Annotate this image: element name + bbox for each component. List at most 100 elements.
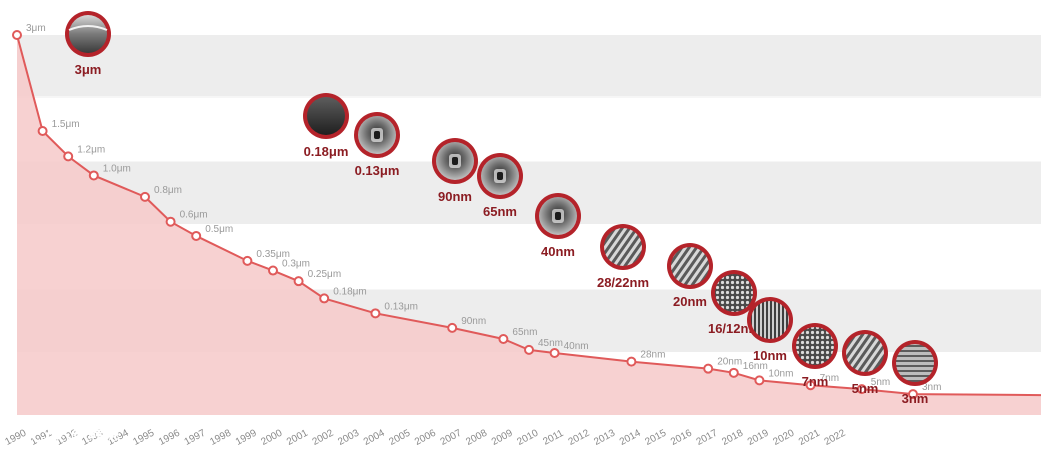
x-tick-label: 2019 [746,428,771,448]
process-node: 3μm [65,11,111,77]
data-point [805,380,816,391]
data-label: 1.5μm [52,119,80,130]
series-line [16,34,1041,397]
data-point [319,293,330,304]
process-node: 10nm [747,297,793,363]
process-node-image [69,15,107,53]
process-node-label: 7nm [802,374,829,389]
x-tick-label: 2009 [490,428,515,448]
data-label: 0.6μm [180,210,208,221]
process-node-label: 90nm [438,189,472,204]
process-node-feature [374,131,380,139]
process-node-image [896,344,934,382]
data-label: 1.0μm [103,163,131,174]
watermark: 大数跨境 [30,422,120,442]
process-node-feature [452,157,458,165]
data-point [63,151,74,162]
data-label: 40nm [564,341,589,352]
data-point [447,322,458,333]
watermark-logo-icon [30,422,50,442]
process-node: 0.13μm [354,112,400,178]
data-label: 0.5μm [205,224,233,235]
process-node: 40nm [535,193,581,259]
process-node: 3nm [892,340,938,406]
data-point [242,255,253,266]
process-node-image [671,247,709,285]
process-node-label: 0.13μm [355,163,400,178]
data-point [88,170,99,181]
x-tick-label: 2001 [285,428,310,448]
x-tick-label: 2018 [720,428,745,448]
process-node: 7nm [792,323,838,389]
data-point [293,276,304,287]
process-node-label: 3μm [75,62,102,77]
data-label: 10nm [768,368,793,379]
data-point [549,348,560,359]
process-node-label: 16/12nm [708,321,760,336]
data-label: 90nm [461,316,486,327]
process-node-label: 3nm [902,391,929,406]
x-tick-label: 2015 [643,428,668,448]
data-point [37,125,48,136]
x-tick-label: 1999 [234,428,259,448]
process-node-label: 20nm [673,294,707,309]
x-tick-label: 2002 [311,428,336,448]
data-point [140,191,150,202]
x-tick-label: 2013 [592,428,617,448]
process-node-label: 65nm [483,204,517,219]
process-node-label: 28/22nm [597,275,649,290]
process-node: 28/22nm [597,224,649,290]
process-node: 0.18μm [303,93,349,159]
watermark-text: 大数跨境 [56,423,120,442]
x-tick-label: 1998 [208,428,233,448]
process-node: 65nm [477,153,523,219]
data-point [524,344,534,355]
data-point [165,216,176,227]
x-tick-label: 1990 [3,428,28,448]
x-tick-label: 2014 [618,428,643,448]
process-node-image [796,327,834,365]
data-point [754,375,765,386]
data-point [703,363,714,374]
data-label: 0.13μm [384,301,418,312]
process-node-feature [68,25,108,31]
data-label: 28nm [640,350,665,361]
data-point [12,30,22,40]
data-label: 7nm [820,373,839,384]
data-label: 20nm [717,357,742,368]
data-label: 65nm [512,327,537,338]
process-node-image [846,334,884,372]
data-label: 0.25μm [308,269,342,280]
process-node-image [604,228,642,266]
process-node-label: 5nm [852,381,879,396]
process-node-feature [497,172,503,180]
data-label: 5nm [871,377,890,388]
process-node-image [307,97,345,135]
process-node-image [751,301,789,339]
process-node-label: 10nm [753,348,787,363]
data-point [908,389,918,400]
data-label: 0.3μm [282,259,310,270]
x-tick-label: 2011 [541,428,566,448]
x-tick-label: 2016 [669,428,694,448]
process-node-label: 0.18μm [304,144,349,159]
data-label: 3nm [922,382,941,393]
x-tick-label: 2022 [823,428,848,448]
x-tick-label: 2007 [439,428,464,448]
x-tick-label: 2010 [515,428,540,448]
x-tick-label: 2003 [336,428,361,448]
data-point [268,265,278,276]
data-label: 0.35μm [256,249,290,260]
data-point [856,384,867,395]
x-tick-label: 2004 [362,428,387,448]
process-node-image [715,274,753,312]
data-label: 1.2μm [77,144,105,155]
process-node: 5nm [842,330,888,396]
process-node-feature [555,212,561,220]
data-label: 0.18μm [333,286,367,297]
x-tick-label: 2000 [259,428,284,448]
data-point [370,308,381,319]
x-tick-label: 2021 [797,428,822,448]
